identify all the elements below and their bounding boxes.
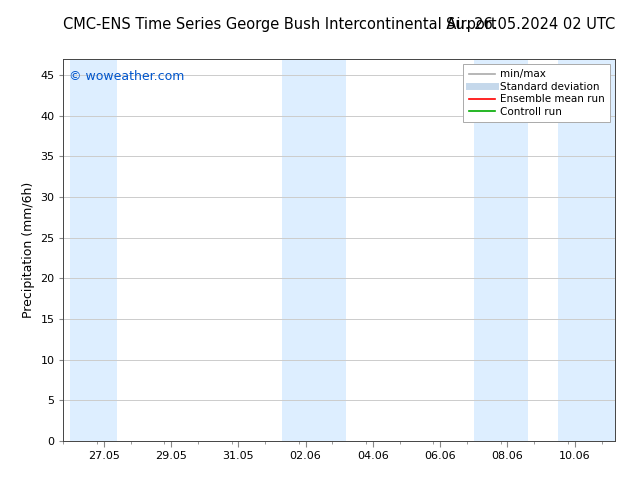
- Y-axis label: Precipitation (mm/6h): Precipitation (mm/6h): [22, 182, 35, 318]
- Bar: [70, 59, 117, 441]
- Text: © woweather.com: © woweather.com: [69, 70, 184, 83]
- Bar: [282, 59, 346, 441]
- Text: Su. 26.05.2024 02 UTC: Su. 26.05.2024 02 UTC: [446, 17, 615, 32]
- Legend: min/max, Standard deviation, Ensemble mean run, Controll run: min/max, Standard deviation, Ensemble me…: [463, 64, 610, 122]
- Bar: [474, 59, 527, 441]
- Bar: [558, 59, 615, 441]
- Text: CMC-ENS Time Series George Bush Intercontinental Airport: CMC-ENS Time Series George Bush Intercon…: [63, 17, 497, 32]
